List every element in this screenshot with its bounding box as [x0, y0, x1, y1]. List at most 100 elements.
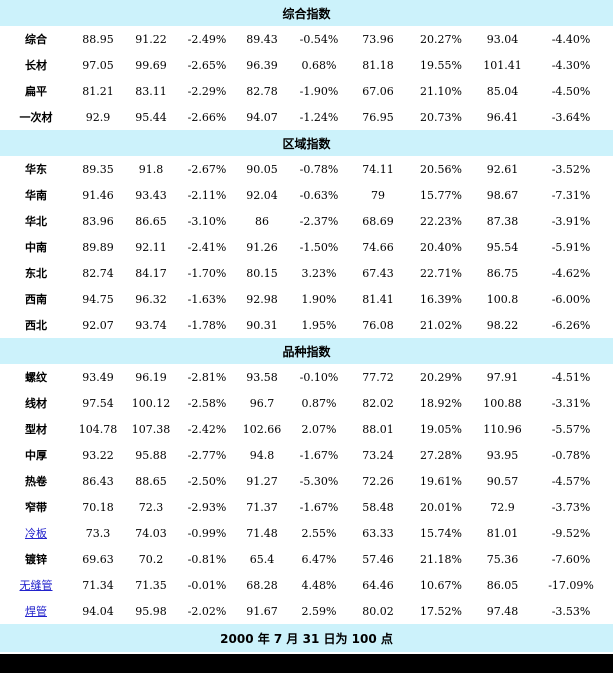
index-value-cell: 68.69: [362, 214, 394, 228]
row-name: 东北: [25, 267, 47, 280]
index-value-cell: 76.08: [362, 318, 394, 332]
change-percent-cell: -7.60%: [551, 552, 591, 566]
change-percent-cell: -3.73%: [551, 500, 591, 514]
table-row: 华北 83.96 86.65 -3.10% 86 -2.37% 68.69 22.23% 87.…: [0, 208, 613, 234]
index-value-cell: 90.31: [246, 318, 278, 332]
change-percent-cell: 16.39%: [420, 292, 462, 306]
row-name: 窄带: [25, 501, 47, 514]
index-value-cell: 93.49: [82, 370, 114, 384]
index-value-cell: 94.07: [246, 110, 278, 124]
index-value-cell: 92.98: [246, 292, 278, 306]
index-table-container: 综合指数 综合 88.95 91.22 -2.49% 89.43 -0.54% 73.96 20…: [0, 0, 613, 654]
index-value-cell: 94.8: [249, 448, 275, 462]
change-percent-cell: -2.65%: [187, 58, 227, 72]
change-percent-cell: -0.63%: [299, 188, 339, 202]
row-name: 综合: [25, 33, 47, 46]
change-percent-cell: -4.62%: [551, 266, 591, 280]
change-percent-cell: -1.50%: [299, 240, 339, 254]
index-value-cell: 74.03: [135, 526, 167, 540]
section-title: 区域指数: [0, 130, 613, 156]
change-percent-cell: -6.00%: [551, 292, 591, 306]
row-name-link[interactable]: 无缝管: [19, 579, 53, 592]
row-name-link[interactable]: 焊管: [25, 605, 47, 618]
index-value-cell: 81.41: [362, 292, 394, 306]
index-value-cell: 96.32: [135, 292, 167, 306]
index-value-cell: 100.8: [486, 292, 519, 306]
change-percent-cell: -0.78%: [551, 448, 591, 462]
change-percent-cell: 10.67%: [420, 578, 462, 592]
index-value-cell: 83.11: [135, 84, 167, 98]
index-value-cell: 102.66: [242, 422, 282, 436]
index-value-cell: 64.46: [362, 578, 394, 592]
table-row: 华东 89.35 91.8 -2.67% 90.05 -0.78% 74.11 20.56% 9…: [0, 156, 613, 182]
row-name: 中厚: [25, 449, 47, 462]
change-percent-cell: -4.40%: [551, 32, 591, 46]
change-percent-cell: 27.28%: [420, 448, 462, 462]
index-value-cell: 81.01: [486, 526, 519, 540]
index-value-cell: 96.41: [486, 110, 519, 124]
table-body: 综合指数 综合 88.95 91.22 -2.49% 89.43 -0.54% 73.96 20…: [0, 0, 613, 652]
change-percent-cell: 18.92%: [420, 396, 462, 410]
table-row: 东北 82.74 84.17 -1.70% 80.15 3.23% 67.43 22.71% 8…: [0, 260, 613, 286]
index-value-cell: 93.43: [135, 188, 167, 202]
row-name: 西南: [25, 293, 47, 306]
change-percent-cell: -4.30%: [551, 58, 591, 72]
index-value-cell: 86.05: [486, 578, 519, 592]
section-header-row: 品种指数: [0, 338, 613, 364]
change-percent-cell: 20.73%: [420, 110, 462, 124]
index-value-cell: 80.15: [246, 266, 278, 280]
change-percent-cell: -2.41%: [187, 240, 227, 254]
index-value-cell: 88.01: [362, 422, 394, 436]
index-value-cell: 98.67: [486, 188, 519, 202]
index-value-cell: 99.69: [135, 58, 167, 72]
row-name: 一次材: [19, 111, 53, 124]
change-percent-cell: -2.49%: [187, 32, 227, 46]
index-value-cell: 92.11: [135, 240, 167, 254]
change-percent-cell: -4.57%: [551, 474, 591, 488]
index-value-cell: 86: [255, 214, 269, 228]
index-value-cell: 71.37: [246, 500, 278, 514]
change-percent-cell: -6.26%: [551, 318, 591, 332]
change-percent-cell: -2.02%: [187, 604, 227, 618]
table-row: 长材 97.05 99.69 -2.65% 96.39 0.68% 81.18 19.55% 1…: [0, 52, 613, 78]
change-percent-cell: -1.24%: [299, 110, 339, 124]
index-value-cell: 97.91: [486, 370, 519, 384]
index-value-cell: 93.74: [135, 318, 167, 332]
index-value-cell: 70.18: [82, 500, 114, 514]
index-value-cell: 91.26: [246, 240, 278, 254]
index-value-cell: 93.95: [486, 448, 519, 462]
change-percent-cell: 19.05%: [420, 422, 462, 436]
change-percent-cell: -2.50%: [187, 474, 227, 488]
index-value-cell: 75.36: [486, 552, 519, 566]
table-row: 西南 94.75 96.32 -1.63% 92.98 1.90% 81.41 16.39% 1…: [0, 286, 613, 312]
index-value-cell: 89.35: [82, 162, 114, 176]
index-value-cell: 95.98: [135, 604, 167, 618]
change-percent-cell: 20.01%: [420, 500, 462, 514]
index-value-cell: 107.38: [131, 422, 171, 436]
index-value-cell: 73.24: [362, 448, 394, 462]
index-value-cell: 82.74: [82, 266, 114, 280]
change-percent-cell: 1.95%: [301, 318, 337, 332]
change-percent-cell: -2.42%: [187, 422, 227, 436]
change-percent-cell: -0.10%: [299, 370, 339, 384]
change-percent-cell: -2.77%: [187, 448, 227, 462]
change-percent-cell: -3.64%: [551, 110, 591, 124]
index-value-cell: 80.02: [362, 604, 394, 618]
index-value-cell: 71.34: [82, 578, 114, 592]
index-value-cell: 97.54: [82, 396, 114, 410]
change-percent-cell: 17.52%: [420, 604, 462, 618]
table-row: 线材 97.54 100.12 -2.58% 96.7 0.87% 82.02 18.92% 1…: [0, 390, 613, 416]
index-value-cell: 77.72: [362, 370, 394, 384]
index-value-cell: 91.22: [135, 32, 167, 46]
index-value-cell: 93.22: [82, 448, 114, 462]
change-percent-cell: 20.29%: [420, 370, 462, 384]
index-value-cell: 89.43: [246, 32, 278, 46]
change-percent-cell: 21.02%: [420, 318, 462, 332]
table-row: 镀锌 69.63 70.2 -0.81% 65.4 6.47% 57.46 21.18% 75.…: [0, 546, 613, 572]
change-percent-cell: -9.52%: [551, 526, 591, 540]
index-value-cell: 70.2: [138, 552, 164, 566]
row-name-link[interactable]: 冷板: [25, 527, 47, 540]
change-percent-cell: 19.55%: [420, 58, 462, 72]
index-value-cell: 90.05: [246, 162, 278, 176]
index-value-cell: 79: [371, 188, 385, 202]
